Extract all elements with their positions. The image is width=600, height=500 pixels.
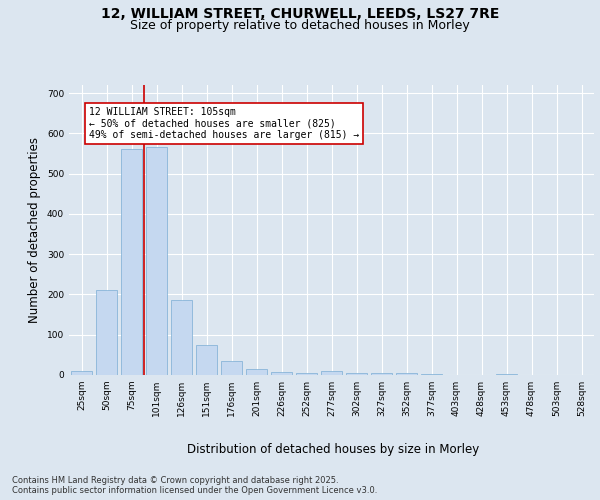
Bar	[271, 372, 292, 375]
Bar	[146, 148, 167, 375]
Text: Size of property relative to detached houses in Morley: Size of property relative to detached ho…	[130, 18, 470, 32]
Bar	[296, 373, 317, 375]
Bar	[346, 373, 367, 375]
Bar	[321, 371, 342, 375]
Bar	[196, 345, 217, 375]
Bar	[421, 374, 442, 375]
Text: Contains HM Land Registry data © Crown copyright and database right 2025.
Contai: Contains HM Land Registry data © Crown c…	[12, 476, 377, 495]
Bar	[496, 374, 517, 375]
Bar	[121, 150, 142, 375]
Bar	[221, 361, 242, 375]
Bar	[96, 290, 117, 375]
Bar	[396, 374, 417, 375]
Bar	[171, 300, 192, 375]
Y-axis label: Number of detached properties: Number of detached properties	[28, 137, 41, 323]
Bar	[246, 370, 267, 375]
Text: Distribution of detached houses by size in Morley: Distribution of detached houses by size …	[187, 442, 479, 456]
Text: 12 WILLIAM STREET: 105sqm
← 50% of detached houses are smaller (825)
49% of semi: 12 WILLIAM STREET: 105sqm ← 50% of detac…	[89, 107, 359, 140]
Bar	[371, 373, 392, 375]
Bar	[71, 371, 92, 375]
Text: 12, WILLIAM STREET, CHURWELL, LEEDS, LS27 7RE: 12, WILLIAM STREET, CHURWELL, LEEDS, LS2…	[101, 8, 499, 22]
